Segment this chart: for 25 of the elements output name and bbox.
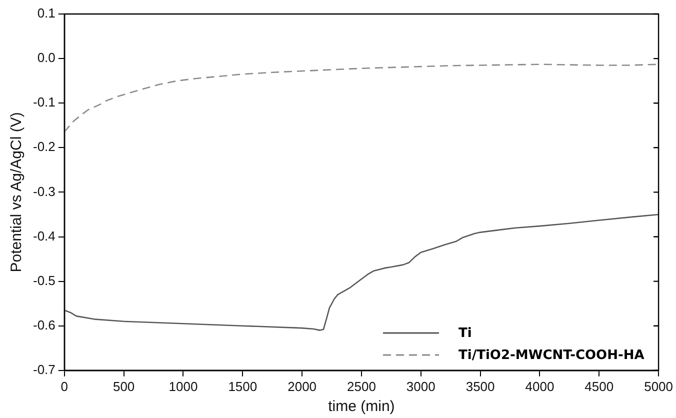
line-series (64, 64, 659, 133)
x-tick-label: 3500 (466, 378, 495, 394)
y-tick-label: 0.1 (37, 6, 56, 21)
y-tick-label: -0.5 (32, 272, 56, 288)
y-tick-label: -0.6 (32, 317, 56, 332)
y-tick-label: -0.7 (32, 362, 56, 377)
x-tick-label: 500 (112, 378, 135, 394)
y-tick-label: -0.4 (32, 228, 56, 244)
x-axis-title: time (min) (328, 398, 395, 416)
x-tick-label: 0 (60, 378, 68, 394)
x-tick-label: 1500 (228, 378, 258, 394)
legend-label: Ti (458, 326, 472, 341)
y-tick-label: -0.2 (32, 139, 56, 154)
x-tick-label: 3000 (406, 378, 436, 394)
x-tick-label: 4000 (525, 378, 554, 394)
x-tick-label: 5000 (644, 378, 673, 394)
legend-label: Ti/TiO2-MWCNT-COOH-HA (458, 348, 644, 363)
y-tick-label: -0.3 (32, 184, 56, 199)
y-tick-label: -0.1 (32, 94, 56, 110)
y-axis-title: Potential vs Ag/AgCl (V) (8, 112, 26, 272)
x-tick-label: 1000 (168, 378, 198, 394)
x-tick-label: 2000 (288, 378, 317, 394)
x-tick-label: 2500 (347, 378, 376, 394)
x-tick-label: 4500 (584, 378, 614, 394)
y-tick-label: 0.0 (37, 50, 56, 66)
